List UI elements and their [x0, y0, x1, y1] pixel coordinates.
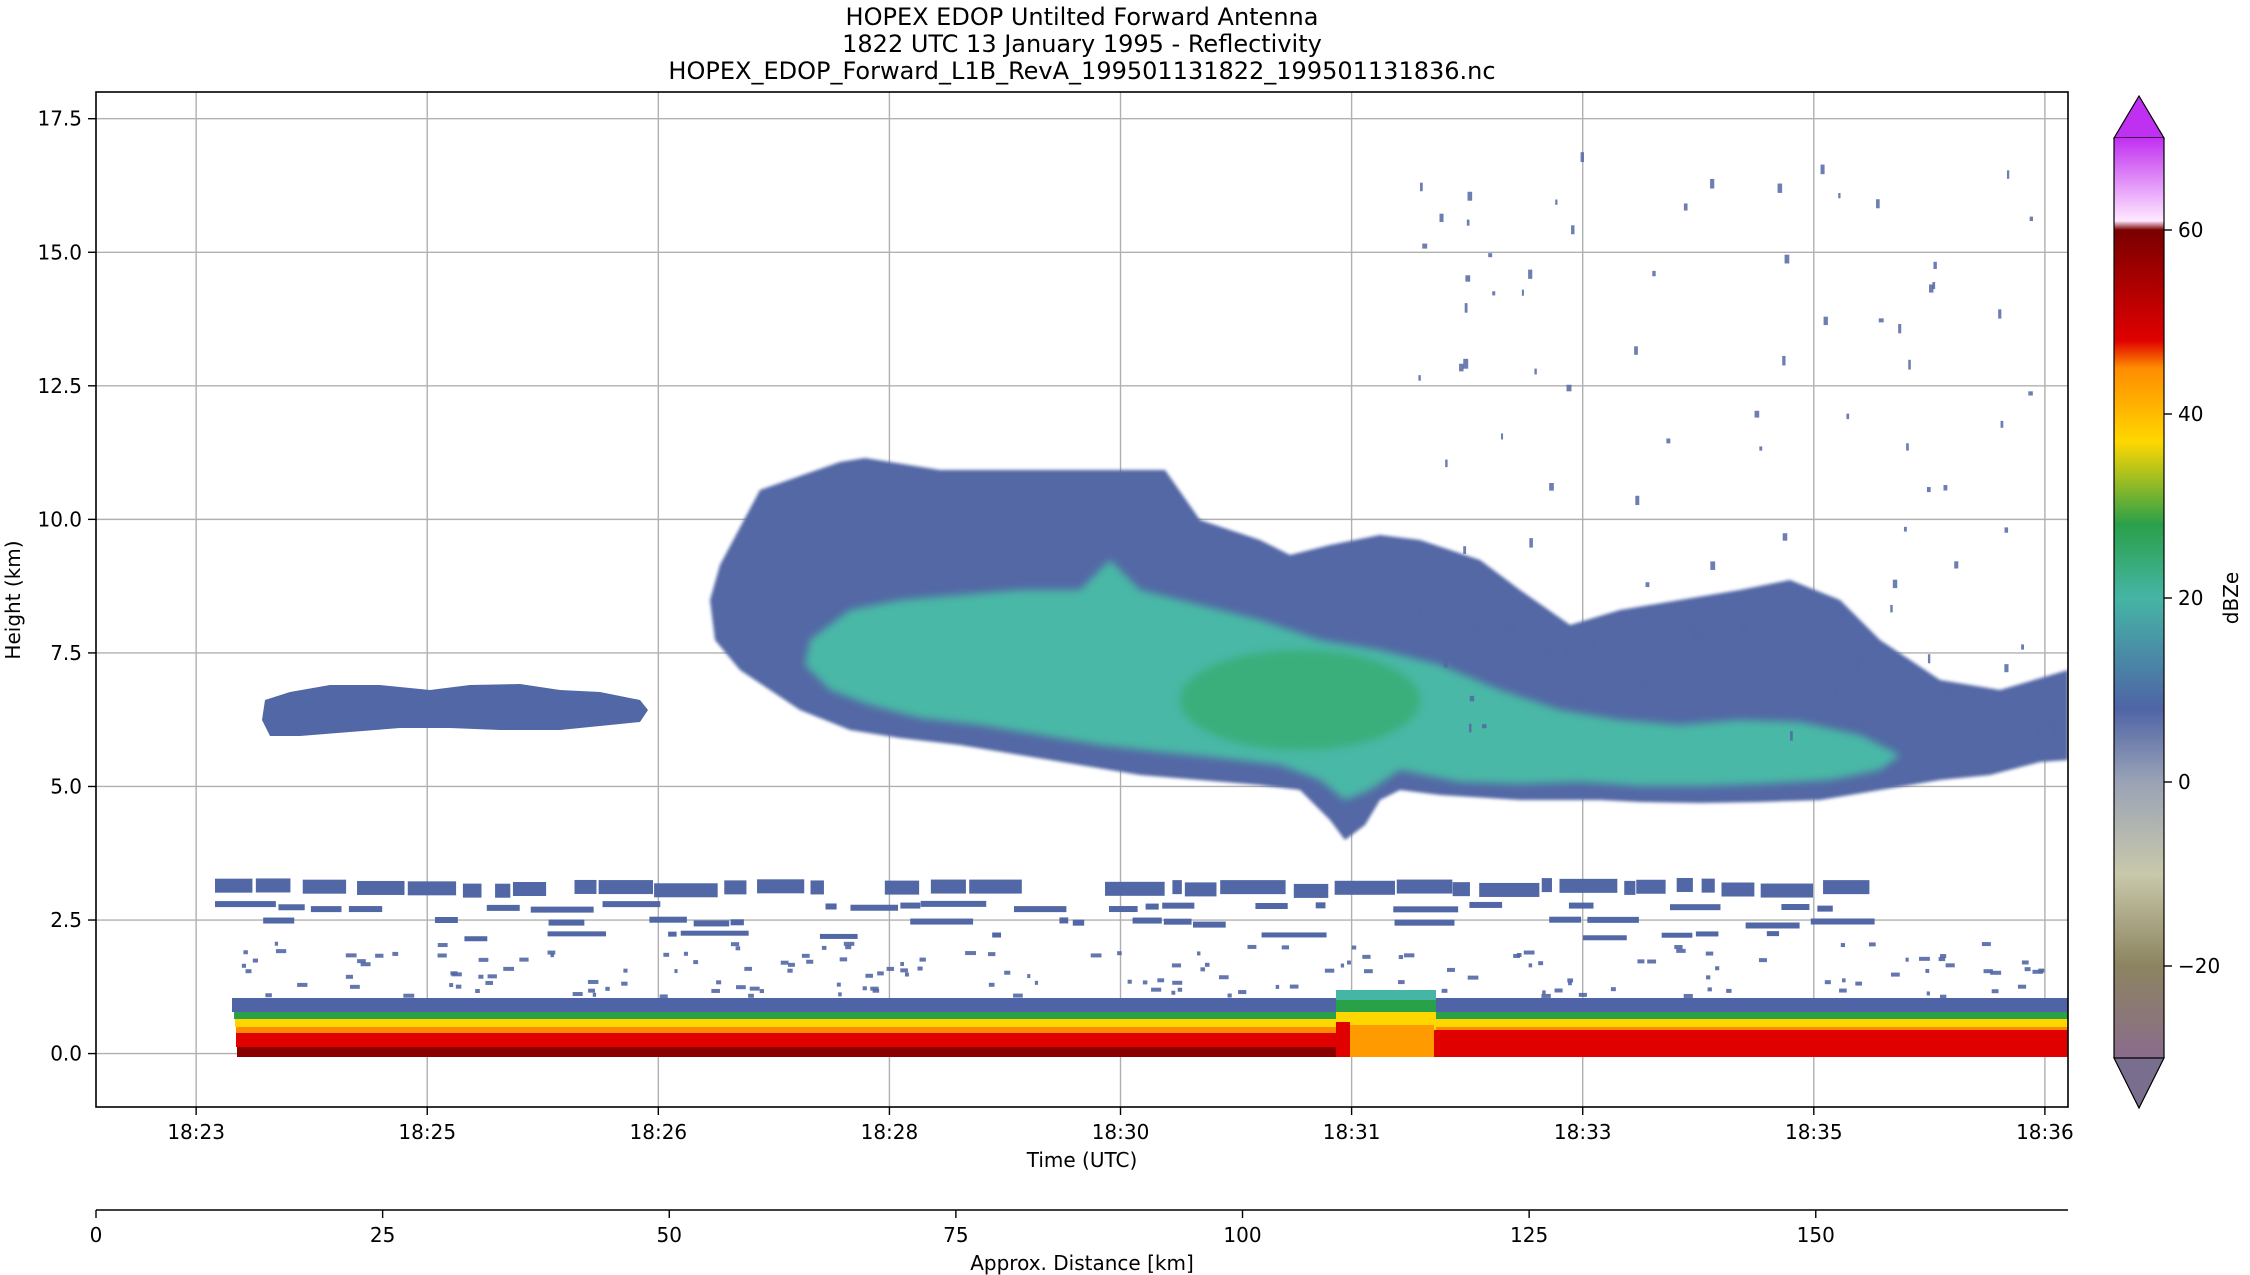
- chart-title-line-2: 1822 UTC 13 January 1995 - Reflectivity: [842, 30, 1322, 58]
- speckle-noise: [241, 152, 2056, 999]
- y-axis: 0.0 2.5 5.0 7.5 10.0 12.5 15.0 17.5: [37, 107, 96, 1066]
- reflectivity-field: [215, 152, 2068, 1057]
- colorbar-tick-label: 60: [2178, 218, 2203, 242]
- distance-tick-label: 0: [90, 1223, 103, 1247]
- distance-tick-label: 50: [657, 1223, 682, 1247]
- x-tick-label: 18:28: [861, 1120, 919, 1144]
- y-tick-label: 15.0: [37, 240, 82, 264]
- colorbar-extend-top: [2112, 94, 2166, 139]
- distance-tick-label: 25: [370, 1223, 395, 1247]
- distance-tick-label: 125: [1510, 1223, 1548, 1247]
- y-tick-label: 5.0: [50, 774, 82, 798]
- x-tick-label: 18:33: [1554, 1120, 1612, 1144]
- colorbar-tick-label: 0: [2178, 770, 2191, 794]
- x-tick-label: 18:35: [1785, 1120, 1843, 1144]
- y-tick-label: 10.0: [37, 507, 82, 531]
- x-tick-label: 18:36: [2016, 1120, 2074, 1144]
- colorbar-label: dBZe: [2219, 572, 2243, 624]
- distance-tick-label: 150: [1797, 1223, 1835, 1247]
- surface-return: [232, 990, 2068, 1057]
- y-tick-label: 17.5: [37, 107, 82, 131]
- x-axis: 18:23 18:25 18:26 18:28 18:30 18:31 18:33 18:35…: [167, 1107, 2074, 1144]
- colorbar-tick-label: −20: [2178, 954, 2220, 978]
- chart-title-line-1: HOPEX EDOP Untilted Forward Antenna: [846, 3, 1319, 31]
- colorbar-extend-bottom: [2113, 1057, 2165, 1110]
- colorbar: −20 0 20 40 60 dBZe: [2112, 94, 2243, 1110]
- distance-tick-label: 100: [1223, 1223, 1261, 1247]
- chart-title-line-3: HOPEX_EDOP_Forward_L1B_RevA_199501131822…: [668, 57, 1495, 85]
- colorbar-tick-label: 20: [2178, 586, 2203, 610]
- x-axis-label: Time (UTC): [1026, 1148, 1138, 1172]
- mid-level-layer: [262, 684, 648, 736]
- y-tick-label: 0.0: [50, 1042, 82, 1066]
- distance-tick-label: 75: [943, 1223, 968, 1247]
- distance-axis: 0 25 50 75 100 125 150: [90, 1210, 1835, 1247]
- y-axis-label: Height (km): [1, 540, 25, 659]
- plot-frame: [95, 91, 2069, 1108]
- x-tick-label: 18:23: [167, 1120, 225, 1144]
- distance-axis-label: Approx. Distance [km]: [970, 1251, 1194, 1275]
- y-tick-label: 2.5: [50, 908, 82, 932]
- green-core: [1180, 650, 1420, 750]
- x-tick-label: 18:25: [398, 1120, 456, 1144]
- low-level-layer: [215, 877, 1875, 942]
- colorbar-gradient: [2114, 138, 2164, 1058]
- colorbar-ticks: −20 0 20 40 60: [2164, 218, 2220, 978]
- colorbar-tick-label: 40: [2178, 402, 2203, 426]
- x-tick-label: 18:26: [630, 1120, 688, 1144]
- y-tick-label: 12.5: [37, 374, 82, 398]
- x-tick-label: 18:30: [1092, 1120, 1150, 1144]
- y-tick-label: 7.5: [50, 641, 82, 665]
- x-tick-label: 18:31: [1323, 1120, 1381, 1144]
